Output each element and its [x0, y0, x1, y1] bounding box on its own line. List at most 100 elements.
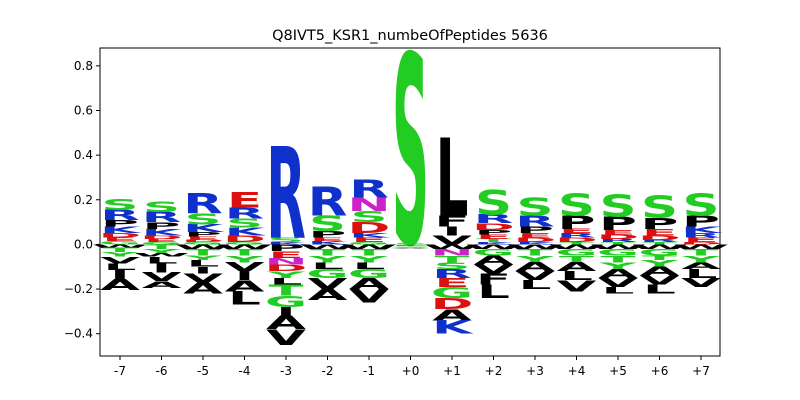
logo-letter-D: D [638, 234, 681, 241]
logo-letter-A: A [515, 260, 555, 274]
logo-letter-A: A [432, 306, 473, 324]
logo-letter-Y: Y [100, 251, 139, 258]
logo-letter-P: P [558, 212, 596, 233]
logo-letter-R: R [681, 232, 721, 239]
logo-letter-E: E [227, 188, 262, 213]
logo-letter-R: R [308, 178, 348, 225]
logo-letter-I: I [110, 268, 129, 282]
logo-letter-R: R [225, 205, 265, 223]
x-tick-label: -1 [363, 364, 375, 378]
logo-letter-W: W [216, 243, 273, 250]
logo-letter-T: T [517, 247, 552, 258]
logo-letter-K: K [349, 232, 391, 239]
logo-letter-V: V [598, 275, 638, 289]
logo-letter-Y: Y [349, 254, 389, 265]
logo-letter-Y: Y [515, 254, 555, 265]
logo-letter-T: T [144, 243, 179, 250]
x-tick-label: -6 [156, 364, 168, 378]
logo-letter-W: W [341, 243, 398, 250]
logo-letter-P: P [392, 245, 430, 246]
logo-letter-Y: Y [141, 248, 180, 255]
logo-letter-W: W [175, 243, 232, 250]
x-tick-label: +0 [402, 364, 420, 378]
logo-letter-E: E [310, 237, 345, 242]
logo-letter-Y: Y [224, 254, 264, 265]
logo-letter-V: V [515, 269, 555, 283]
logo-letter-R: R [515, 212, 555, 230]
logo-letter-V: V [183, 271, 223, 285]
logo-letter-P: P [682, 212, 720, 230]
logo-letter-G: G [472, 247, 514, 258]
logo-letter-S: S [309, 211, 346, 236]
x-tick-label: -3 [280, 364, 292, 378]
logo-letter-T: T [559, 242, 594, 246]
logo-letter-S: S [516, 194, 553, 222]
logo-letter-D: D [348, 219, 391, 237]
logo-letter-A: A [557, 260, 597, 274]
logo-letter-E: E [476, 233, 511, 240]
logo-letter-T: T [642, 242, 677, 246]
x-axis: -7 -6 -5 -4 -3 -2 -1 +0 +1 +2 +3 +4 +5 +6 +7 [114, 356, 710, 378]
logo-letter-G: G [265, 293, 307, 311]
logo-letter-T: T [102, 247, 137, 254]
logo-letter-E: E [559, 228, 594, 235]
x-tick-label: +3 [526, 364, 544, 378]
x-tick-label: -5 [197, 364, 209, 378]
logo-letter-R: R [183, 188, 223, 220]
logo-letter-K: K [432, 317, 475, 338]
logo-letter-S: S [599, 188, 636, 223]
logo-letter-Y: Y [307, 254, 347, 265]
logo-letter-S: S [558, 187, 595, 222]
y-axis: −0.4 −0.2 0.0 0.2 0.4 0.6 0.8 [64, 59, 100, 341]
logo-letter-R: R [598, 238, 638, 243]
y-tick-label: 0.4 [74, 148, 93, 162]
logo-letter-R: R [266, 121, 306, 268]
logo-letter-V: V [225, 260, 265, 274]
logo-letter-R: R [100, 207, 140, 223]
logo-letter-L: L [228, 288, 261, 309]
logo-letter-G: G [348, 242, 390, 246]
logo-letter-T: T [393, 244, 428, 245]
logo-letter-K: K [474, 242, 516, 246]
logo-letter-D: D [182, 239, 225, 243]
logo-letter-G: G [140, 242, 182, 246]
logo-letter-T: T [268, 282, 303, 300]
logo-letter-L: L [519, 278, 552, 292]
logo-letter-R: R [474, 212, 514, 226]
logo-letter-N: N [430, 247, 473, 258]
logo-letter-P: P [641, 215, 679, 233]
logo-letter-G: G [182, 242, 224, 246]
logo-letter-W: W [299, 243, 356, 250]
logo-letter-F: F [434, 212, 469, 230]
logo-letter-V: V [142, 270, 182, 284]
logo-letter-K: K [266, 242, 308, 246]
logo-letter-A: A [474, 253, 514, 267]
logo-letter-D: D [99, 232, 142, 239]
logo-letter-T: T [310, 247, 345, 258]
logo-letter-Y: Y [183, 254, 222, 261]
logo-letters: GEDKPRSWTYVLIAGEDKPRSTYWLIVAGDEPKSRWTYLI… [92, 3, 730, 350]
logo-letter-K: K [515, 242, 557, 246]
logo-letter-T: T [434, 254, 469, 265]
logo-letter-G: G [99, 240, 141, 245]
logo-letter-S: S [226, 216, 263, 230]
logo-letter-P: P [309, 229, 347, 240]
logo-letter-N: N [264, 256, 307, 267]
logo-letter-S: S [184, 210, 221, 228]
logo-letter-W: W [507, 243, 564, 250]
logo-letter-A: A [391, 246, 431, 247]
logo-letter-A: A [349, 275, 390, 293]
logo-letter-G: G [389, 245, 431, 246]
y-tick-label: 0.0 [74, 237, 93, 251]
logo-letter-T: T [683, 247, 718, 258]
y-tick-label: −0.2 [64, 282, 93, 296]
logo-letter-D: D [555, 236, 598, 243]
logo-letter-S: S [475, 184, 512, 223]
logo-letter-P: P [143, 220, 181, 231]
logo-letter-E: E [517, 232, 552, 239]
logo-letter-G: G [597, 247, 639, 258]
logo-letter-F: F [476, 270, 511, 288]
logo-letter-S: S [101, 196, 138, 214]
logo-letter-W: W [424, 243, 481, 250]
